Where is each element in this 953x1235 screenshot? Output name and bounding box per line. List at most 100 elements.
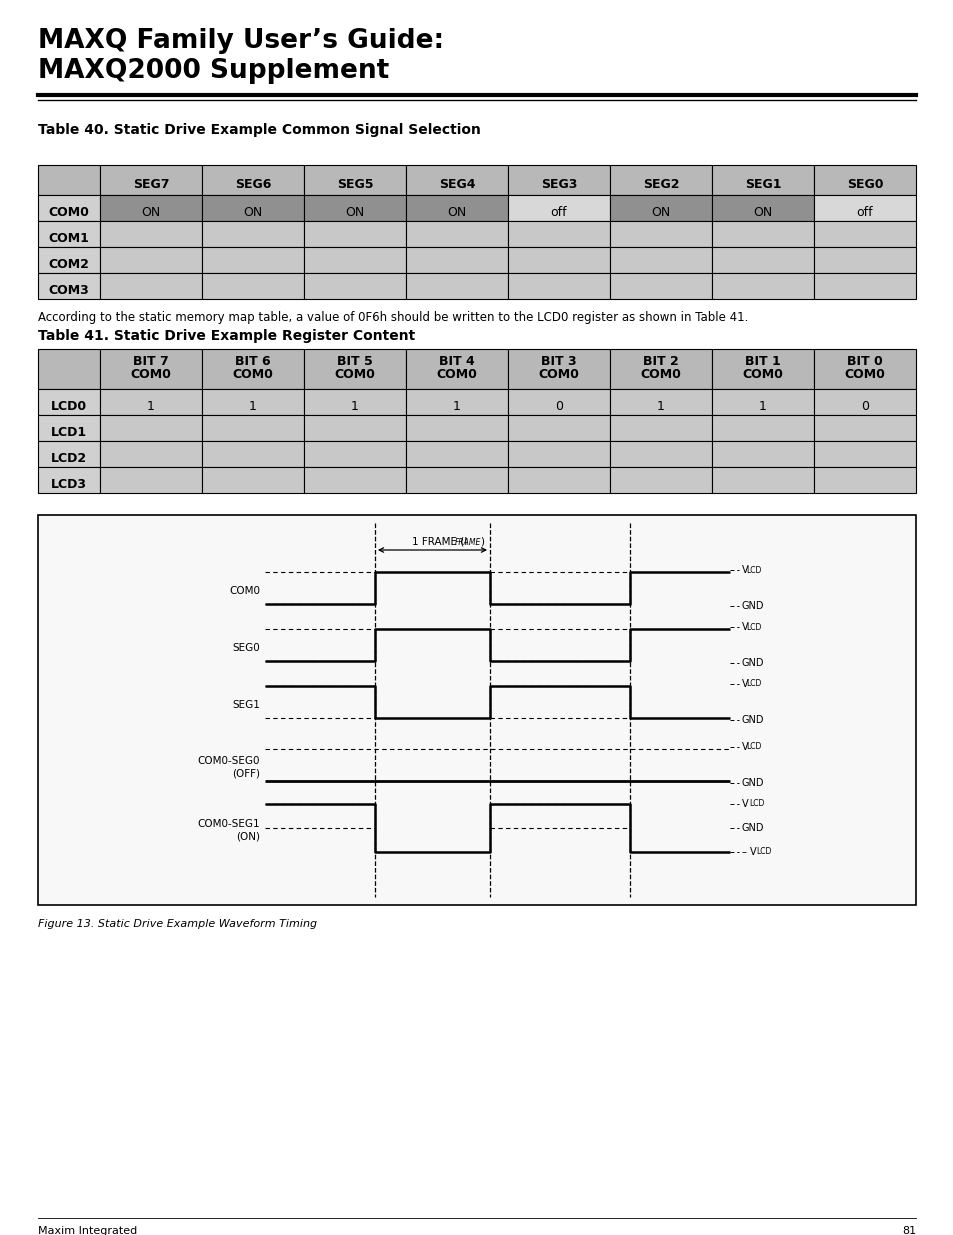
- Bar: [507, 441, 609, 467]
- Bar: [38, 221, 100, 247]
- Bar: [813, 415, 915, 441]
- Text: 1: 1: [759, 399, 766, 412]
- Text: SEG2: SEG2: [642, 178, 679, 190]
- Bar: [813, 273, 915, 299]
- Text: ): ): [480, 537, 484, 547]
- Bar: [609, 389, 711, 415]
- Bar: [813, 221, 915, 247]
- Bar: [406, 273, 507, 299]
- Text: COM0-SEG0: COM0-SEG0: [197, 756, 260, 766]
- Text: off: off: [856, 205, 872, 219]
- Text: BIT 2: BIT 2: [642, 354, 679, 368]
- Bar: [609, 195, 711, 221]
- Bar: [711, 467, 813, 493]
- Bar: [813, 467, 915, 493]
- Bar: [202, 389, 304, 415]
- Bar: [813, 195, 915, 221]
- Text: COM2: COM2: [49, 258, 90, 270]
- Bar: [304, 389, 406, 415]
- Bar: [100, 415, 202, 441]
- Bar: [813, 441, 915, 467]
- Text: LCD: LCD: [745, 566, 761, 574]
- Text: 81: 81: [901, 1226, 915, 1235]
- Bar: [406, 389, 507, 415]
- Bar: [100, 195, 202, 221]
- Text: GND: GND: [741, 658, 763, 668]
- Text: SEG7: SEG7: [132, 178, 169, 190]
- Text: ON: ON: [753, 205, 772, 219]
- Bar: [406, 441, 507, 467]
- Bar: [38, 273, 100, 299]
- Bar: [304, 441, 406, 467]
- Bar: [609, 467, 711, 493]
- Bar: [100, 441, 202, 467]
- Bar: [304, 221, 406, 247]
- Text: GND: GND: [741, 778, 763, 788]
- Bar: [304, 165, 406, 195]
- Bar: [507, 221, 609, 247]
- Text: SEG5: SEG5: [336, 178, 373, 190]
- Text: COM0-SEG1: COM0-SEG1: [197, 819, 260, 829]
- Text: COM0: COM0: [233, 368, 274, 382]
- Bar: [406, 195, 507, 221]
- Bar: [202, 415, 304, 441]
- Text: COM0: COM0: [335, 368, 375, 382]
- Bar: [304, 273, 406, 299]
- Text: SEG6: SEG6: [234, 178, 271, 190]
- Text: COM3: COM3: [49, 284, 90, 296]
- Bar: [711, 165, 813, 195]
- Bar: [304, 350, 406, 389]
- Text: LCD1: LCD1: [51, 426, 87, 438]
- Text: Maxim Integrated: Maxim Integrated: [38, 1226, 137, 1235]
- Bar: [609, 441, 711, 467]
- Text: ON: ON: [345, 205, 364, 219]
- Bar: [38, 389, 100, 415]
- Text: 1: 1: [657, 399, 664, 412]
- Bar: [813, 389, 915, 415]
- Bar: [202, 350, 304, 389]
- Bar: [507, 467, 609, 493]
- Text: SEG1: SEG1: [744, 178, 781, 190]
- Text: COM0: COM0: [639, 368, 680, 382]
- Text: 1: 1: [147, 399, 154, 412]
- Bar: [100, 389, 202, 415]
- Text: 1: 1: [453, 399, 460, 412]
- Bar: [711, 247, 813, 273]
- Text: Table 40. Static Drive Example Common Signal Selection: Table 40. Static Drive Example Common Si…: [38, 124, 480, 137]
- Bar: [38, 165, 100, 195]
- Text: SEG4: SEG4: [438, 178, 475, 190]
- Text: COM0: COM0: [229, 587, 260, 597]
- Text: BIT 3: BIT 3: [540, 354, 577, 368]
- Text: BIT 5: BIT 5: [336, 354, 373, 368]
- Bar: [711, 221, 813, 247]
- Bar: [202, 195, 304, 221]
- Text: COM0: COM0: [741, 368, 782, 382]
- Bar: [609, 415, 711, 441]
- Text: V: V: [741, 799, 748, 809]
- Bar: [100, 350, 202, 389]
- Text: (OFF): (OFF): [232, 768, 260, 779]
- Text: 1: 1: [249, 399, 256, 412]
- Text: LCD: LCD: [745, 679, 761, 688]
- Bar: [507, 415, 609, 441]
- Text: BIT 6: BIT 6: [235, 354, 271, 368]
- Bar: [609, 221, 711, 247]
- Text: BIT 1: BIT 1: [744, 354, 781, 368]
- Text: LCD: LCD: [745, 622, 761, 631]
- Bar: [100, 467, 202, 493]
- Bar: [100, 221, 202, 247]
- Bar: [813, 350, 915, 389]
- Bar: [609, 247, 711, 273]
- Bar: [711, 441, 813, 467]
- Bar: [406, 415, 507, 441]
- Bar: [507, 165, 609, 195]
- Text: 0: 0: [555, 399, 562, 412]
- Text: GND: GND: [741, 823, 763, 832]
- Bar: [304, 195, 406, 221]
- Bar: [38, 441, 100, 467]
- Bar: [38, 350, 100, 389]
- Bar: [202, 221, 304, 247]
- Bar: [406, 350, 507, 389]
- Bar: [813, 165, 915, 195]
- Text: 1 FRAME (I: 1 FRAME (I: [412, 537, 467, 547]
